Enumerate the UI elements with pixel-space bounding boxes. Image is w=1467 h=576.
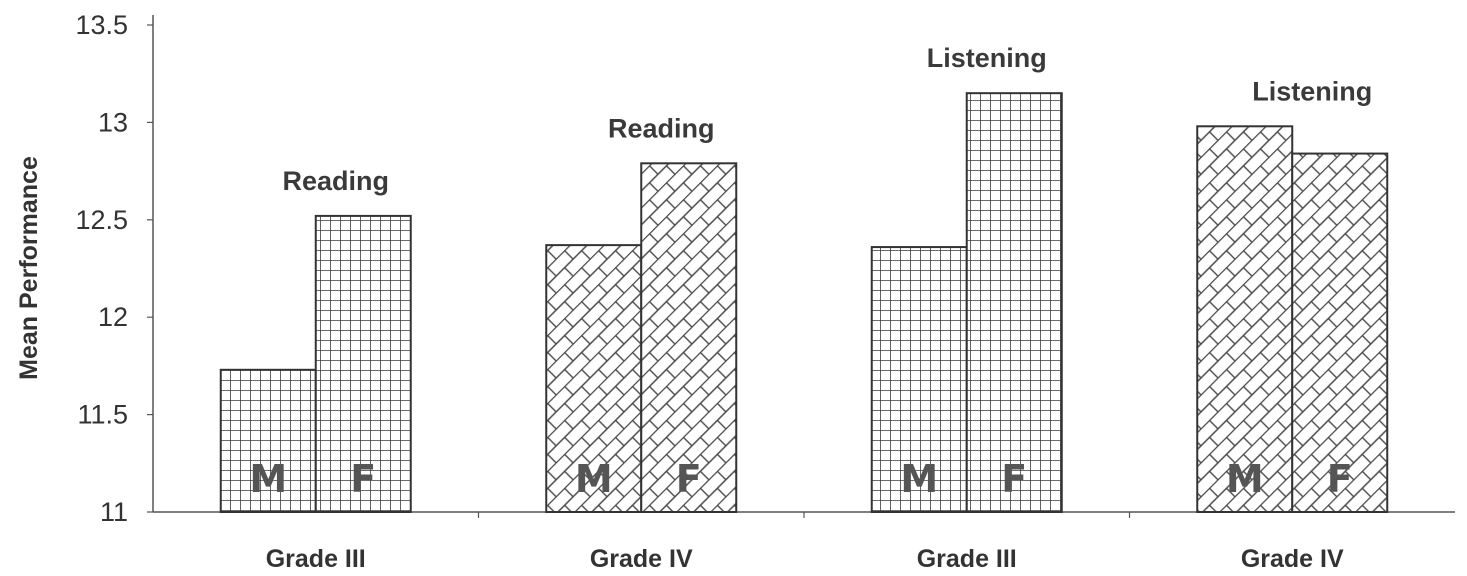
x-tick-label: Grade III: [917, 545, 1017, 573]
y-tick-label: 11.5: [77, 400, 128, 430]
bar-label: F: [1327, 457, 1353, 501]
bar-label: F: [350, 457, 376, 501]
x-tick-label: Grade III: [266, 545, 366, 573]
bar-label: F: [676, 457, 702, 501]
bar: [314, 214, 412, 514]
y-tick-label: 11: [100, 497, 128, 527]
x-tick-label: Grade IV: [590, 545, 693, 573]
group-annotation: Listening: [927, 43, 1047, 73]
bar: [1291, 152, 1389, 513]
bar-label: M: [249, 457, 287, 501]
y-tick-label: 13.5: [75, 10, 128, 40]
x-tick-label: Grade IV: [1241, 545, 1344, 573]
y-tick-label: 13: [98, 107, 128, 137]
group-annotation: Listening: [1252, 76, 1372, 106]
y-tick-label: 12: [98, 302, 128, 332]
bar: [965, 92, 1063, 514]
bar: [1196, 125, 1294, 514]
bar: [870, 246, 968, 514]
group-annotation: Reading: [608, 113, 715, 143]
bar-label: F: [1001, 457, 1027, 501]
bar-label: M: [575, 457, 613, 501]
y-axis-label: Mean Performance: [15, 156, 43, 380]
bar: [219, 368, 317, 513]
bar: [640, 162, 738, 513]
bar-label: M: [900, 457, 938, 501]
y-tick-label: 12.5: [75, 205, 128, 235]
group-annotation: Reading: [282, 166, 389, 196]
bar-label: M: [1226, 457, 1264, 501]
